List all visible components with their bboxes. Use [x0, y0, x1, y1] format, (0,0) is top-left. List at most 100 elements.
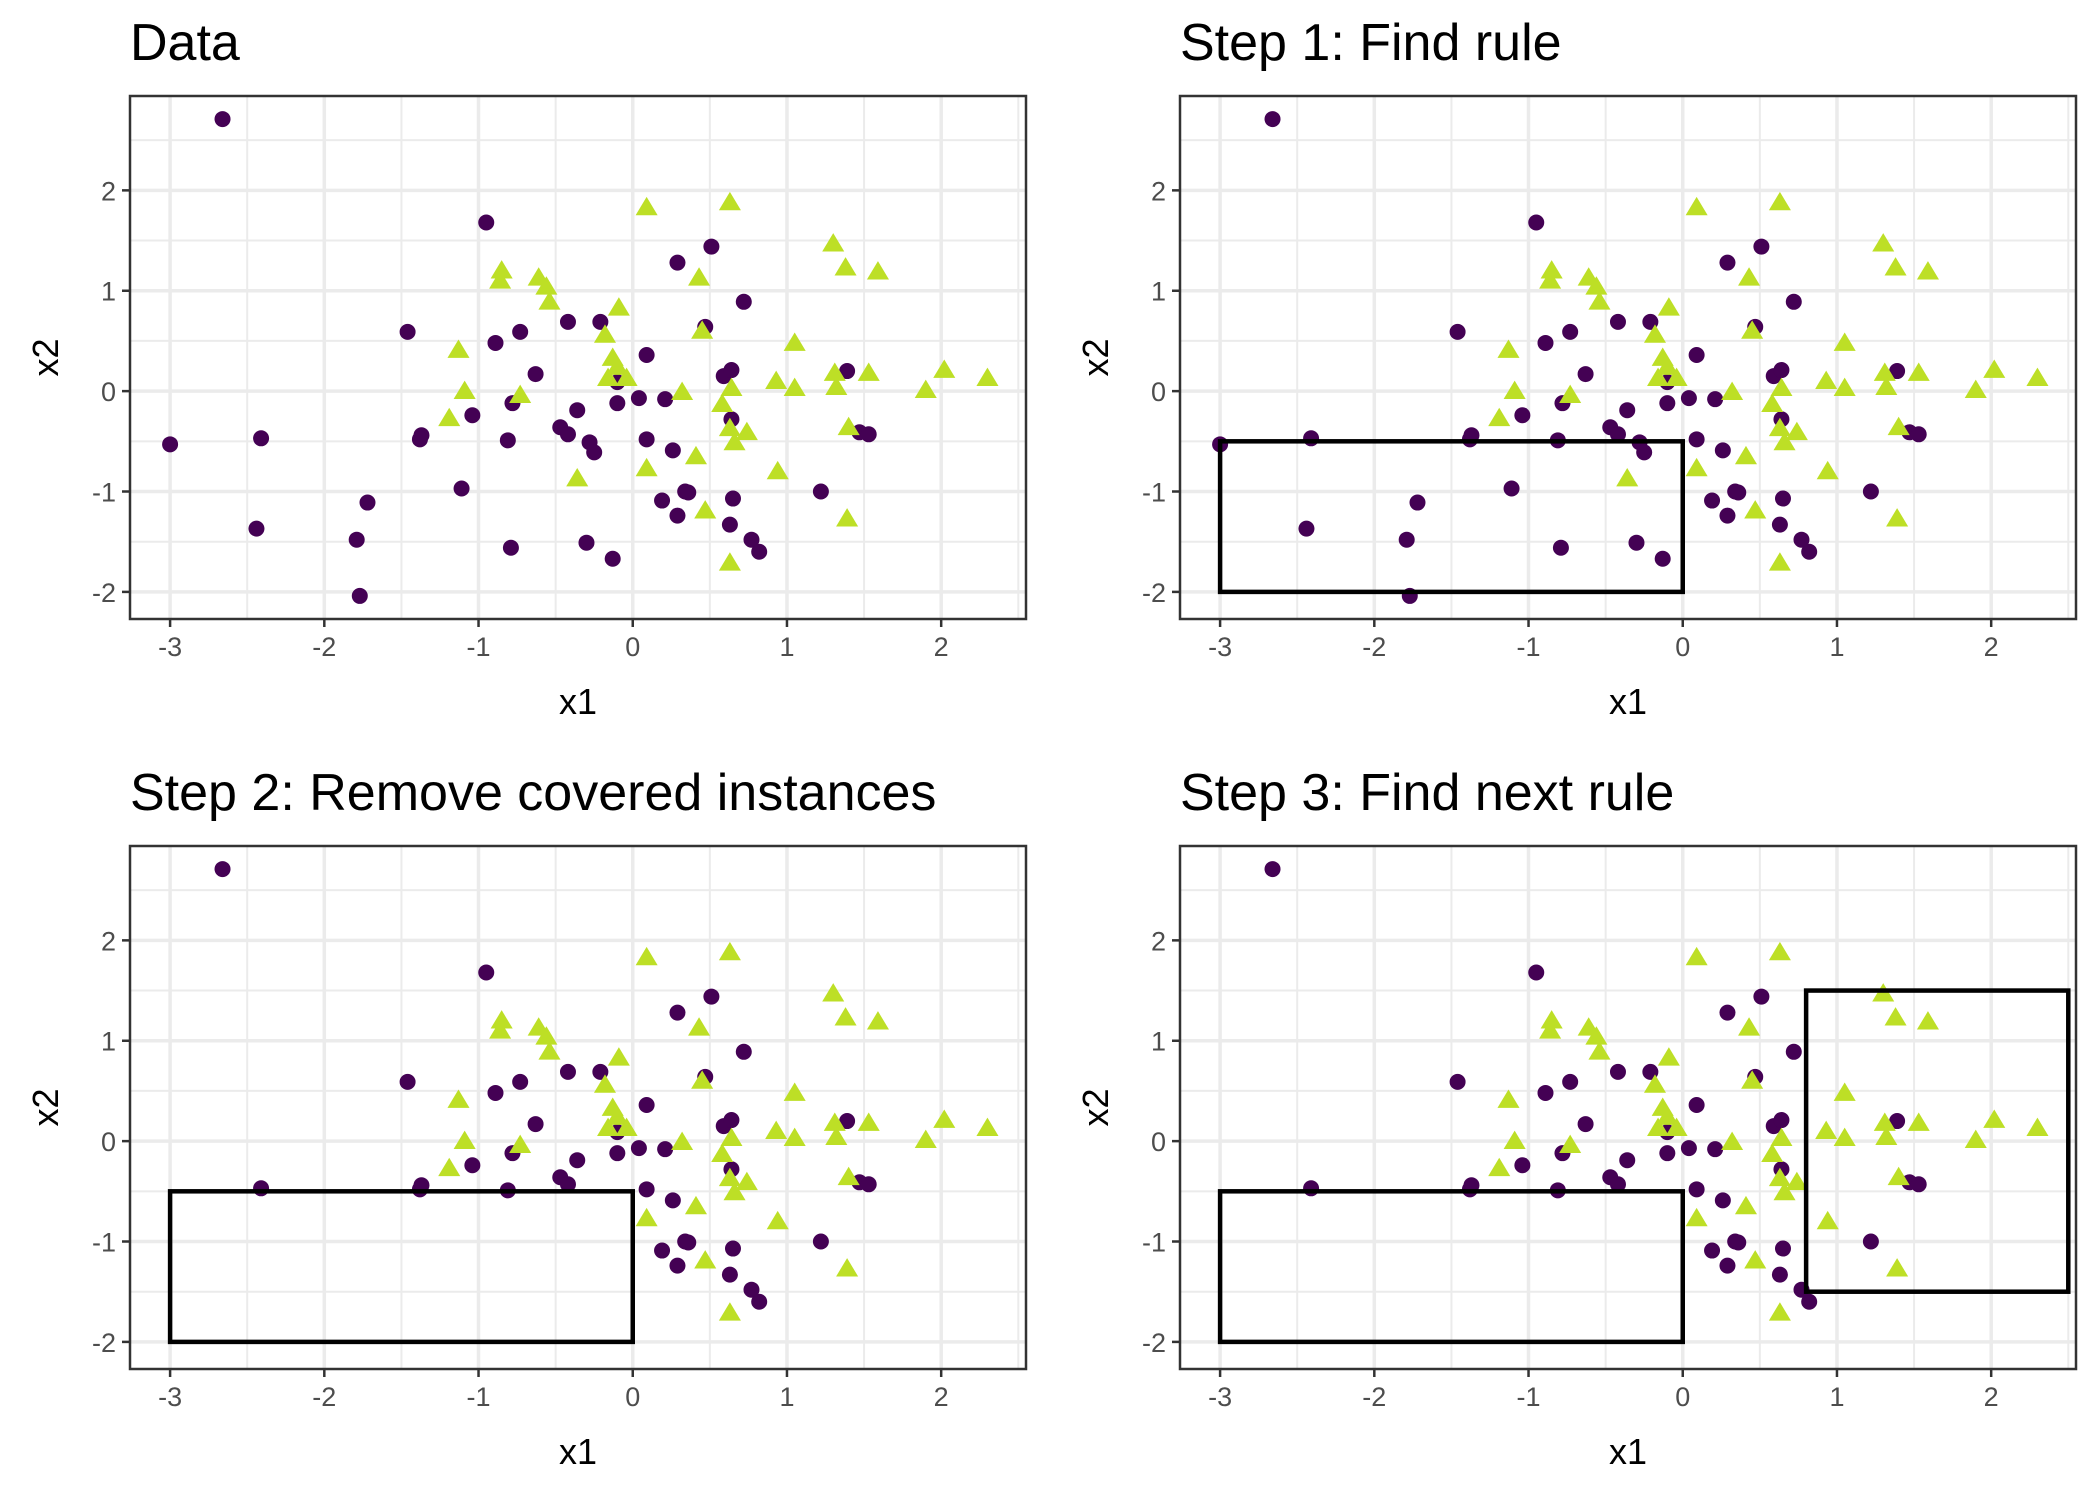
rule-box: [1803, 988, 2071, 1294]
data-point-triangle: [1497, 1089, 1520, 1108]
data-point-circle: [1619, 1152, 1636, 1169]
data-point-triangle: [1916, 1011, 1939, 1030]
data-point-triangle: [1738, 267, 1761, 286]
data-point-triangle: [1503, 380, 1526, 400]
y-tick-label: 2: [1151, 926, 1166, 956]
data-point-circle: [1514, 1157, 1531, 1174]
data-point-circle: [499, 432, 516, 449]
plot-background: [130, 846, 1026, 1369]
data-point-circle: [1771, 516, 1788, 533]
data-point-circle: [1609, 1176, 1626, 1193]
data-point-circle: [1537, 1084, 1554, 1101]
data-point-circle: [1719, 254, 1736, 271]
data-point-triangle: [823, 362, 846, 381]
data-point-circle: [512, 323, 529, 340]
data-point-triangle: [825, 1126, 848, 1145]
y-axis-title: x2: [25, 338, 66, 376]
data-point-circle: [502, 539, 519, 556]
data-point-triangle: [837, 416, 860, 436]
data-point-circle: [721, 516, 738, 533]
y-tick-label: 0: [101, 1127, 116, 1157]
data-point-circle: [1862, 483, 1879, 500]
data-point-triangle: [1744, 500, 1767, 519]
y-tick-label: -1: [1142, 1228, 1166, 1258]
data-point-triangle: [1768, 1302, 1791, 1321]
data-point-triangle: [538, 1041, 561, 1060]
data-point-triangle: [1884, 257, 1907, 276]
data-point-triangle: [1647, 1117, 1670, 1136]
data-point-triangle: [535, 1026, 558, 1045]
data-point-circle: [1801, 543, 1818, 560]
data-point-circle: [559, 426, 576, 443]
data-point-triangle: [1539, 1020, 1562, 1039]
data-point-circle: [1636, 444, 1653, 461]
data-point-triangle: [1873, 362, 1896, 381]
data-point-circle: [1562, 323, 1579, 340]
data-point-triangle: [1833, 1127, 1856, 1146]
x-axis-title: x1: [1609, 681, 1647, 722]
data-point-triangle: [635, 196, 658, 216]
data-point-circle: [751, 1293, 768, 1310]
data-point-triangle: [1872, 233, 1895, 252]
data-point-triangle: [635, 457, 658, 477]
data-point-triangle: [1833, 1082, 1856, 1101]
data-point-circle: [351, 587, 368, 604]
data-point-triangle: [1886, 508, 1909, 527]
data-point-circle: [478, 964, 495, 981]
data-point-triangle: [718, 1167, 741, 1187]
data-point-triangle: [1588, 291, 1611, 310]
data-point-triangle: [834, 1007, 857, 1026]
data-point-triangle: [783, 332, 806, 351]
data-point-circle: [812, 483, 829, 500]
data-point-triangle: [766, 1210, 789, 1230]
data-point-triangle: [1540, 1010, 1563, 1029]
panel-border: [128, 844, 1028, 1371]
x-tick-label: 0: [1675, 1382, 1690, 1412]
data-point-circle: [860, 1176, 877, 1193]
data-point-triangle: [783, 377, 806, 396]
data-point-triangle: [766, 460, 789, 480]
data-point-circle: [586, 444, 603, 461]
data-point-triangle: [1761, 393, 1784, 413]
data-point-circle: [1514, 407, 1531, 424]
data-point-circle: [1753, 238, 1770, 255]
data-point-circle: [1785, 1043, 1802, 1060]
data-point-circle: [1264, 861, 1281, 878]
data-point-triangle: [1643, 324, 1667, 343]
data-point-triangle: [1773, 1181, 1796, 1201]
data-point-triangle: [635, 1207, 658, 1227]
data-point-triangle: [976, 367, 999, 386]
x-tick-label: -2: [312, 632, 336, 662]
data-point-circle: [1577, 1116, 1594, 1133]
y-tick-label: 2: [101, 926, 116, 956]
y-tick-label: -1: [92, 1228, 116, 1258]
data-point-triangle: [1647, 367, 1670, 386]
data-point-triangle: [694, 1250, 717, 1269]
data-point-triangle: [1768, 191, 1791, 211]
data-point-circle: [1619, 402, 1636, 419]
data-point-triangle: [822, 983, 845, 1002]
data-point-circle: [1528, 964, 1545, 981]
data-point-circle: [399, 1073, 416, 1090]
data-point-triangle: [1497, 339, 1520, 358]
x-tick-label: 1: [779, 1382, 794, 1412]
data-point-circle: [578, 534, 595, 551]
data-point-triangle: [1665, 367, 1688, 386]
data-point-triangle: [1907, 1112, 1930, 1131]
data-point-triangle: [490, 1010, 513, 1029]
data-point-circle: [1730, 1234, 1747, 1251]
data-point-circle: [359, 494, 376, 511]
y-tick-label: -1: [1142, 478, 1166, 508]
data-point-triangle: [1768, 1167, 1791, 1187]
data-point-circle: [1771, 1266, 1788, 1283]
y-tick-label: -1: [92, 478, 116, 508]
data-point-circle: [1449, 323, 1466, 340]
data-point-circle: [1303, 1180, 1320, 1197]
data-point-triangle: [1540, 260, 1563, 279]
data-point-triangle: [783, 1082, 806, 1101]
data-point-triangle: [1588, 1041, 1611, 1060]
y-tick-label: -2: [92, 578, 116, 608]
data-point-circle: [569, 402, 586, 419]
data-point-triangle: [607, 1047, 630, 1066]
data-point-circle: [1659, 395, 1676, 412]
